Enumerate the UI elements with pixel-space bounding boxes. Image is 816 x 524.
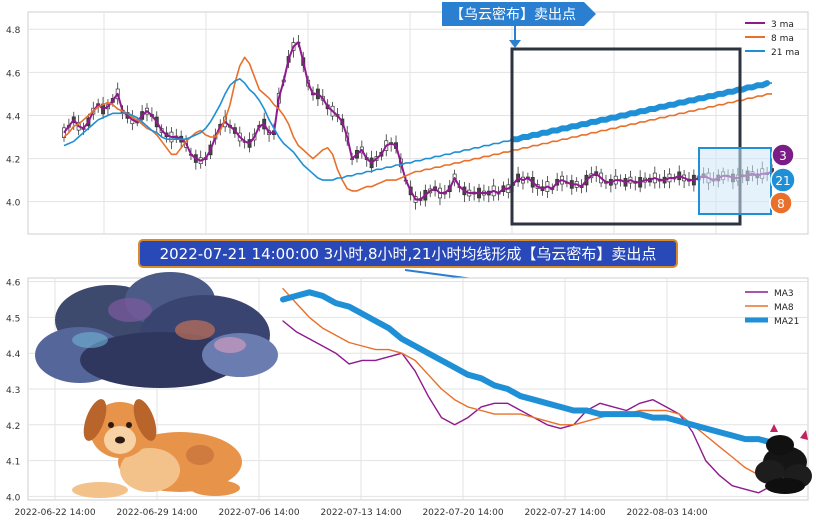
- top-y-tick: 4.2: [6, 156, 20, 166]
- bottom-y-tick: 4.5: [6, 314, 20, 324]
- top-y-tick: 4.4: [6, 112, 21, 122]
- bottom-x-tick: 2022-08-03 14:00: [626, 508, 707, 518]
- bottom-y-tick: 4.3: [6, 386, 20, 396]
- bottom-x-tick: 2022-07-06 14:00: [218, 508, 299, 518]
- bottom-series-MA8: [282, 288, 786, 480]
- bottom-ma-lines: [280, 288, 788, 494]
- callout-pointer-arrow: [509, 22, 521, 48]
- legend-8ma: 8 ma: [771, 34, 794, 44]
- badge-21: 21: [770, 167, 796, 193]
- bottom-y-tick: 4.2: [6, 422, 20, 432]
- bottom-x-tick: 2022-07-20 14:00: [422, 508, 503, 518]
- dark-cloud-icon: [755, 424, 812, 494]
- bottom-x-tick: 2022-07-13 14:00: [320, 508, 401, 518]
- bottom-y-tick: 4.1: [6, 458, 20, 468]
- legend-3ma: 3 ma: [771, 20, 794, 30]
- bottom-chart-panel: 4.64.54.44.34.24.14.0 2022-06-22 14:00 20…: [6, 272, 812, 518]
- callout-top: 【乌云密布】卖出点: [442, 2, 596, 26]
- bottom-x-tick: 2022-06-22 14:00: [14, 508, 95, 518]
- badge-21-text: 21: [775, 174, 790, 188]
- banner-text: 2022-07-21 14:00:00 3小时,8小时,21小时均线形成【乌云密…: [160, 245, 657, 263]
- bottom-y-tick: 4.6: [6, 279, 21, 289]
- callout-top-text: 【乌云密布】卖出点: [450, 6, 576, 23]
- legend-21ma: 21 ma: [771, 48, 800, 58]
- top-plot-area: [27, 11, 809, 235]
- top-y-tick: 4.0: [6, 199, 21, 209]
- top-chart-panel: 4.8 4.6 4.4 4.2 4.0 【乌云密布】卖出点 3 ma 8 ma 21 m…: [6, 2, 809, 235]
- bottom-series-MA21: [280, 289, 788, 446]
- bottom-y-tick: 4.0: [6, 493, 21, 503]
- bottom-x-tick: 2022-06-29 14:00: [116, 508, 197, 518]
- bottom-y-tick-labels: 4.6 4.5 4.4 4.3 4.2 4.1 4.0: [6, 279, 21, 504]
- legend-MA8: MA8: [774, 303, 794, 313]
- bottom-x-tick: 2022-07-27 14:00: [524, 508, 605, 518]
- legend-MA3: MA3: [774, 289, 794, 299]
- banner: 2022-07-21 14:00:00 3小时,8小时,21小时均线形成【乌云密…: [138, 239, 678, 268]
- badge-8: 8: [769, 191, 793, 215]
- legend-MA21: MA21: [774, 317, 799, 327]
- storm-cloud-illustration: [35, 272, 278, 388]
- top-y-tick: 4.8: [6, 26, 21, 36]
- badge-8-text: 8: [777, 197, 785, 211]
- top-y-tick: 4.6: [6, 69, 21, 79]
- top-ma-lines: [63, 41, 773, 201]
- badge-3-text: 3: [779, 149, 787, 163]
- highlight-zone-box: [698, 147, 772, 215]
- signal-window-box: [510, 47, 742, 226]
- bottom-y-tick: 4.4: [6, 350, 21, 360]
- bottom-x-tick-labels: 2022-06-22 14:00 2022-06-29 14:00 2022-07-…: [14, 508, 707, 518]
- bottom-legend: MA3 MA8 MA21: [745, 289, 799, 327]
- dog-illustration: [72, 399, 242, 498]
- top-y-tick-labels: 4.8 4.6 4.4 4.2 4.0: [6, 26, 21, 208]
- top-ma21-highlight: [510, 80, 771, 143]
- top-legend: 3 ma 8 ma 21 ma: [745, 20, 800, 58]
- top-series-8-ma: [63, 56, 772, 192]
- badge-3: 3: [771, 143, 795, 167]
